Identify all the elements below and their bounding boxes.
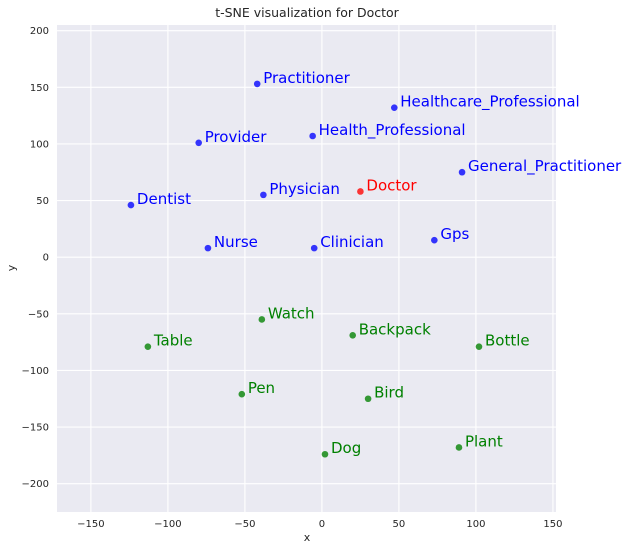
point-marker [364, 395, 372, 403]
point-marker [390, 104, 398, 111]
x-tick-labels: −150 −100 −50 0 50 100 150 [77, 519, 562, 530]
point-label: Bird [374, 384, 404, 402]
x-axis-label: x [304, 531, 311, 544]
point-marker [321, 450, 329, 458]
point-label: Plant [465, 432, 503, 450]
point-label: Healthcare_Professional [400, 93, 579, 112]
x-tick-label: 150 [543, 519, 562, 530]
x-tick-label: 50 [393, 519, 406, 530]
point-label: Provider [205, 128, 268, 146]
point-label: Dog [331, 439, 361, 457]
y-tick-label: −100 [22, 366, 49, 377]
point-label: General_Practitioner [468, 157, 622, 176]
point-marker [455, 444, 463, 451]
point-marker [475, 343, 483, 350]
point-marker [253, 80, 261, 88]
y-tick-label: 100 [30, 139, 49, 150]
point-label: Table [153, 332, 193, 350]
point-marker [431, 236, 438, 244]
point-label: Clinician [320, 233, 384, 251]
y-tick-labels: 200 150 100 50 0 −50 −100 −150 −200 [22, 26, 49, 490]
point-label: Gps [440, 225, 469, 243]
x-tick-label: 100 [466, 519, 485, 530]
plot-area [57, 25, 556, 512]
x-tick-label: −100 [154, 519, 181, 530]
x-tick-label: −150 [77, 519, 104, 530]
point-label: Watch [268, 304, 315, 322]
point-marker [238, 390, 246, 398]
point-label: Practitioner [263, 69, 350, 87]
y-axis-label: y [5, 264, 18, 271]
data-points: Practitioner Healthcare_Professional Pro… [127, 69, 622, 458]
x-tick-label: 0 [319, 519, 325, 530]
y-tick-label: 0 [43, 253, 49, 264]
y-tick-label: 200 [30, 26, 49, 37]
x-tick-label: −50 [234, 519, 255, 530]
point-label: Dentist [137, 190, 191, 208]
point-marker [458, 168, 466, 176]
point-label: Bottle [485, 332, 530, 350]
point-marker [195, 139, 202, 147]
point-label: Physician [269, 180, 340, 198]
point-label: Doctor [366, 176, 417, 194]
point-label: Backpack [359, 320, 431, 338]
y-tick-label: 50 [36, 196, 49, 207]
y-tick-label: 150 [30, 83, 49, 94]
point-label: Health_Professional [319, 121, 466, 140]
point-marker [309, 132, 316, 140]
grid-lines [57, 25, 556, 512]
y-tick-label: −50 [28, 309, 49, 320]
point-marker [144, 343, 152, 350]
y-tick-label: −150 [22, 423, 49, 434]
point-marker [258, 316, 266, 323]
point-marker [260, 191, 267, 199]
y-tick-label: −200 [22, 479, 49, 490]
point-marker [204, 244, 212, 252]
point-label: Nurse [214, 233, 258, 251]
point-marker [349, 332, 357, 339]
chart-title: t-SNE visualization for Doctor [215, 5, 399, 20]
point-label: Pen [248, 379, 275, 397]
point-marker [357, 188, 364, 195]
point-marker [127, 201, 135, 209]
point-marker [310, 244, 318, 252]
